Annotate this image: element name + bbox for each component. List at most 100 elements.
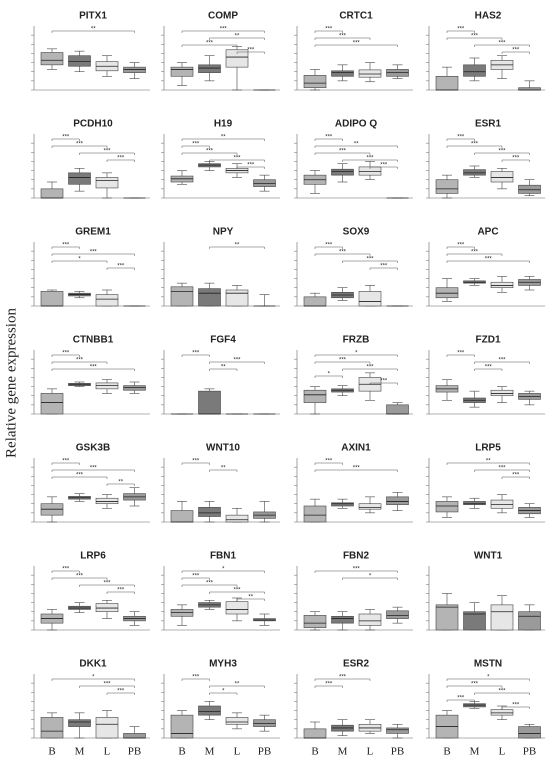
- box: [40, 188, 64, 199]
- significance-label: *: [355, 351, 358, 357]
- significance-bracket: [446, 138, 475, 141]
- box: [225, 601, 249, 615]
- box: [490, 281, 514, 289]
- panel-title: ESR2: [343, 659, 370, 670]
- box: [198, 705, 221, 716]
- box: [435, 179, 459, 194]
- box: [463, 501, 486, 505]
- significance-bracket: [181, 462, 210, 465]
- box: [490, 604, 514, 631]
- significance-label: ***: [512, 48, 520, 54]
- significance-bracket: [314, 469, 398, 472]
- x-tick-label: M: [205, 746, 215, 758]
- box: [490, 709, 514, 716]
- panel-title: WNT10: [206, 443, 240, 454]
- significance-label: ***: [206, 581, 214, 587]
- significance-label: **: [486, 459, 491, 465]
- panel-title: FBN1: [210, 551, 237, 562]
- significance-label: *: [369, 574, 372, 580]
- box: [40, 52, 64, 66]
- significance-bracket: [474, 152, 530, 155]
- significance-label: *: [92, 675, 95, 681]
- significance-label: ***: [192, 459, 200, 465]
- significance-bracket: [181, 354, 210, 357]
- significance-bracket: [106, 692, 135, 695]
- box: [198, 507, 221, 517]
- significance-label: ***: [62, 459, 70, 465]
- significance-bracket: [369, 166, 398, 169]
- box: [463, 169, 486, 176]
- significance-label: ***: [76, 574, 84, 580]
- x-tick-label: B: [48, 746, 55, 758]
- significance-bracket: [51, 253, 135, 256]
- significance-label: **: [91, 27, 96, 33]
- significance-label: ***: [339, 34, 347, 40]
- significance-label: ***: [325, 135, 333, 141]
- significance-bracket: [209, 692, 238, 695]
- significance-label: ***: [62, 135, 70, 141]
- panel-title: ADIPO Q: [335, 119, 377, 130]
- significance-label: ***: [325, 682, 333, 688]
- box: [198, 64, 221, 73]
- x-tick-label: PB: [128, 746, 141, 758]
- significance-label: ***: [512, 156, 520, 162]
- significance-label: **: [235, 243, 240, 249]
- panel-title: FRZB: [343, 335, 370, 346]
- box: [303, 728, 327, 739]
- significance-bracket: [51, 476, 108, 479]
- box: [170, 510, 194, 523]
- panel-title: LRP5: [475, 443, 501, 454]
- significance-bracket: [314, 246, 343, 249]
- significance-bracket: [314, 138, 343, 141]
- significance-label: ***: [457, 696, 465, 702]
- significance-bracket: [446, 246, 475, 249]
- significance-label: ***: [103, 682, 111, 688]
- significance-label: *: [222, 567, 225, 573]
- significance-label: ***: [192, 351, 200, 357]
- significance-bracket: [501, 51, 530, 54]
- significance-bracket: [314, 37, 371, 40]
- box: [123, 385, 146, 391]
- significance-bracket: [314, 44, 398, 47]
- significance-label: ***: [380, 264, 388, 270]
- significance-label: ***: [457, 135, 465, 141]
- significance-bracket: [209, 469, 238, 472]
- significance-label: ***: [247, 163, 255, 169]
- box: [303, 505, 327, 523]
- box: [386, 727, 409, 734]
- significance-bracket: [369, 382, 398, 385]
- significance-label: *: [78, 257, 81, 263]
- significance-bracket: [342, 260, 398, 263]
- significance-label: ***: [117, 588, 125, 594]
- box: [303, 296, 327, 307]
- significance-label: ***: [103, 581, 111, 587]
- significance-label: ***: [485, 365, 493, 371]
- significance-bracket: [51, 246, 80, 249]
- significance-label: ***: [192, 574, 200, 580]
- x-tick-label: L: [367, 746, 374, 758]
- x-tick-label: PB: [258, 746, 271, 758]
- box: [225, 49, 249, 68]
- significance-bracket: [501, 706, 530, 709]
- box: [198, 390, 221, 415]
- significance-bracket: [209, 37, 265, 40]
- significance-bracket: [106, 267, 135, 270]
- box: [225, 289, 249, 307]
- significance-bracket: [314, 253, 371, 256]
- significance-label: ***: [233, 358, 241, 364]
- significance-label: **: [118, 480, 123, 486]
- significance-bracket: [446, 462, 530, 465]
- significance-label: **: [221, 466, 226, 472]
- box: [518, 726, 541, 739]
- significance-bracket: [209, 361, 265, 364]
- significance-bracket: [51, 577, 108, 580]
- significance-bracket: [106, 591, 135, 594]
- significance-bracket: [209, 159, 265, 162]
- panel-title: FBN2: [343, 551, 370, 562]
- panel-title: H19: [214, 119, 233, 130]
- box: [40, 393, 64, 415]
- significance-label: ***: [90, 365, 98, 371]
- significance-bracket: [51, 570, 80, 573]
- significance-label: ***: [512, 703, 520, 709]
- significance-label: **: [235, 34, 240, 40]
